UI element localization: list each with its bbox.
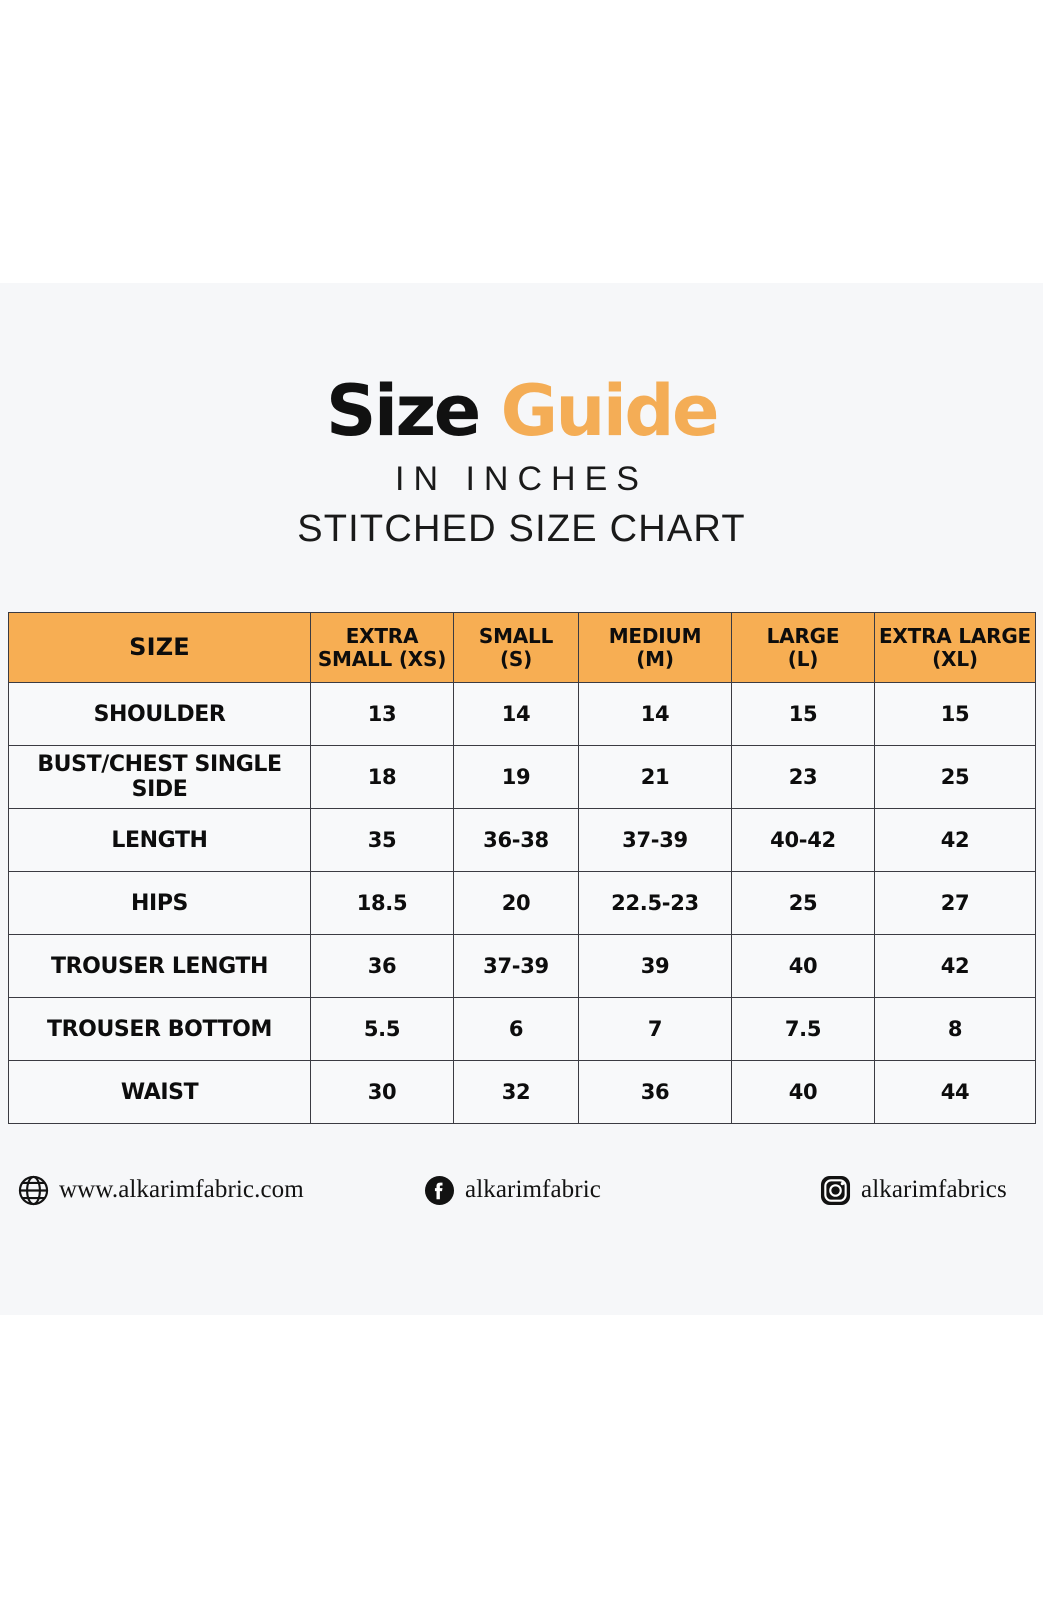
table-header-extra-small: EXTRA SMALL (XS) <box>310 612 454 683</box>
header-s-line1: SMALL <box>478 624 554 649</box>
table-cell-l: 40 <box>731 1060 875 1124</box>
table-cell-xl: 25 <box>874 745 1036 809</box>
size-chart-table-container: SIZE EXTRA SMALL (XS) SMALL (S) MEDIUM (… <box>8 612 1036 1124</box>
header-m-line1: MEDIUM <box>608 624 702 649</box>
facebook-icon <box>424 1175 455 1206</box>
footer-website[interactable]: www.alkarimfabric.com <box>18 1175 304 1206</box>
table-header: SIZE EXTRA SMALL (XS) SMALL (S) MEDIUM (… <box>8 612 1036 683</box>
subtitle-units: IN INCHES <box>395 460 648 498</box>
header-xs-line1: EXTRA <box>345 624 419 649</box>
table-cell-s: 36-38 <box>453 808 579 872</box>
table-header-large: LARGE (L) <box>731 612 875 683</box>
table-cell-xl: 42 <box>874 808 1036 872</box>
table-cell-m: 14 <box>578 682 732 746</box>
table-header-size: SIZE <box>8 612 311 683</box>
header-s-line2: (S) <box>499 646 533 671</box>
table-body: SHOULDER 13 14 14 15 15 BUST/CHEST SINGLE SIDE… <box>8 682 1036 1124</box>
footer-instagram-label: alkarimfabrics <box>861 1176 1007 1203</box>
header-xl-line2: (XL) <box>932 646 978 671</box>
size-chart-table: SIZE EXTRA SMALL (XS) SMALL (S) MEDIUM (… <box>8 612 1036 1124</box>
table-cell-xs: 36 <box>310 934 454 998</box>
table-cell-s: 32 <box>453 1060 579 1124</box>
table-cell-xl: 8 <box>874 997 1036 1061</box>
table-row: TROUSER BOTTOM 5.5 6 7 7.5 8 <box>8 997 1036 1061</box>
footer: www.alkarimfabric.com alkarimfabric <box>0 1155 1043 1225</box>
title-block: Size Guide IN INCHES STITCHED SIZE CHART <box>0 283 1043 548</box>
table-cell-m: 22.5-23 <box>578 871 732 935</box>
table-header-extra-large: EXTRA LARGE (XL) <box>874 612 1036 683</box>
table-cell-l: 25 <box>731 871 875 935</box>
table-row: TROUSER LENGTH 36 37-39 39 40 42 <box>8 934 1036 998</box>
table-cell-xl: 44 <box>874 1060 1036 1124</box>
page-title: Size Guide <box>0 376 1043 446</box>
table-row-label: TROUSER LENGTH <box>8 934 311 998</box>
table-cell-s: 14 <box>453 682 579 746</box>
table-cell-m: 7 <box>578 997 732 1061</box>
table-cell-s: 20 <box>453 871 579 935</box>
footer-facebook-label: alkarimfabric <box>465 1176 601 1203</box>
table-row-label: LENGTH <box>8 808 311 872</box>
content-panel: Size Guide IN INCHES STITCHED SIZE CHART… <box>0 283 1043 1315</box>
table-row-label: WAIST <box>8 1060 311 1124</box>
table-cell-m: 37-39 <box>578 808 732 872</box>
table-cell-l: 40-42 <box>731 808 875 872</box>
page-title-accent <box>479 370 501 452</box>
table-cell-xl: 15 <box>874 682 1036 746</box>
table-cell-xs: 5.5 <box>310 997 454 1061</box>
table-cell-s: 37-39 <box>453 934 579 998</box>
table-row: BUST/CHEST SINGLE SIDE 18 19 21 23 25 <box>8 745 1036 809</box>
table-cell-l: 15 <box>731 682 875 746</box>
table-cell-xs: 30 <box>310 1060 454 1124</box>
table-cell-s: 19 <box>453 745 579 809</box>
header-l-line1: LARGE <box>766 624 840 649</box>
table-cell-xs: 35 <box>310 808 454 872</box>
table-row-label: BUST/CHEST SINGLE SIDE <box>8 745 311 809</box>
subtitle-chart-kind: STITCHED SIZE CHART <box>297 508 746 550</box>
globe-icon <box>18 1175 49 1206</box>
table-row-label: HIPS <box>8 871 311 935</box>
header-l-line2: (L) <box>787 646 819 671</box>
footer-website-label: www.alkarimfabric.com <box>59 1176 304 1203</box>
table-cell-xs: 13 <box>310 682 454 746</box>
footer-instagram[interactable]: alkarimfabrics <box>820 1175 1007 1206</box>
table-row-label: TROUSER BOTTOM <box>8 997 311 1061</box>
table-cell-m: 36 <box>578 1060 732 1124</box>
page-title-primary: Size <box>326 370 481 452</box>
table-cell-m: 21 <box>578 745 732 809</box>
page-title-accent-word: Guide <box>500 370 720 452</box>
table-cell-s: 6 <box>453 997 579 1061</box>
table-cell-l: 40 <box>731 934 875 998</box>
table-cell-xs: 18.5 <box>310 871 454 935</box>
header-xl-line1: EXTRA LARGE <box>878 624 1032 649</box>
instagram-icon <box>820 1175 851 1206</box>
table-cell-l: 7.5 <box>731 997 875 1061</box>
header-m-line2: (M) <box>636 646 674 671</box>
table-row-label: SHOULDER <box>8 682 311 746</box>
table-row: LENGTH 35 36-38 37-39 40-42 42 <box>8 808 1036 872</box>
table-header-medium: MEDIUM (M) <box>578 612 732 683</box>
table-header-row: SIZE EXTRA SMALL (XS) SMALL (S) MEDIUM (… <box>8 612 1036 683</box>
table-row: SHOULDER 13 14 14 15 15 <box>8 682 1036 746</box>
table-cell-xs: 18 <box>310 745 454 809</box>
table-cell-xl: 42 <box>874 934 1036 998</box>
table-header-small: SMALL (S) <box>453 612 579 683</box>
table-cell-l: 23 <box>731 745 875 809</box>
footer-facebook[interactable]: alkarimfabric <box>424 1175 601 1206</box>
table-row: WAIST 30 32 36 40 44 <box>8 1060 1036 1124</box>
table-row: HIPS 18.5 20 22.5-23 25 27 <box>8 871 1036 935</box>
table-cell-xl: 27 <box>874 871 1036 935</box>
table-cell-m: 39 <box>578 934 732 998</box>
header-xs-line2: SMALL (XS) <box>317 646 447 671</box>
